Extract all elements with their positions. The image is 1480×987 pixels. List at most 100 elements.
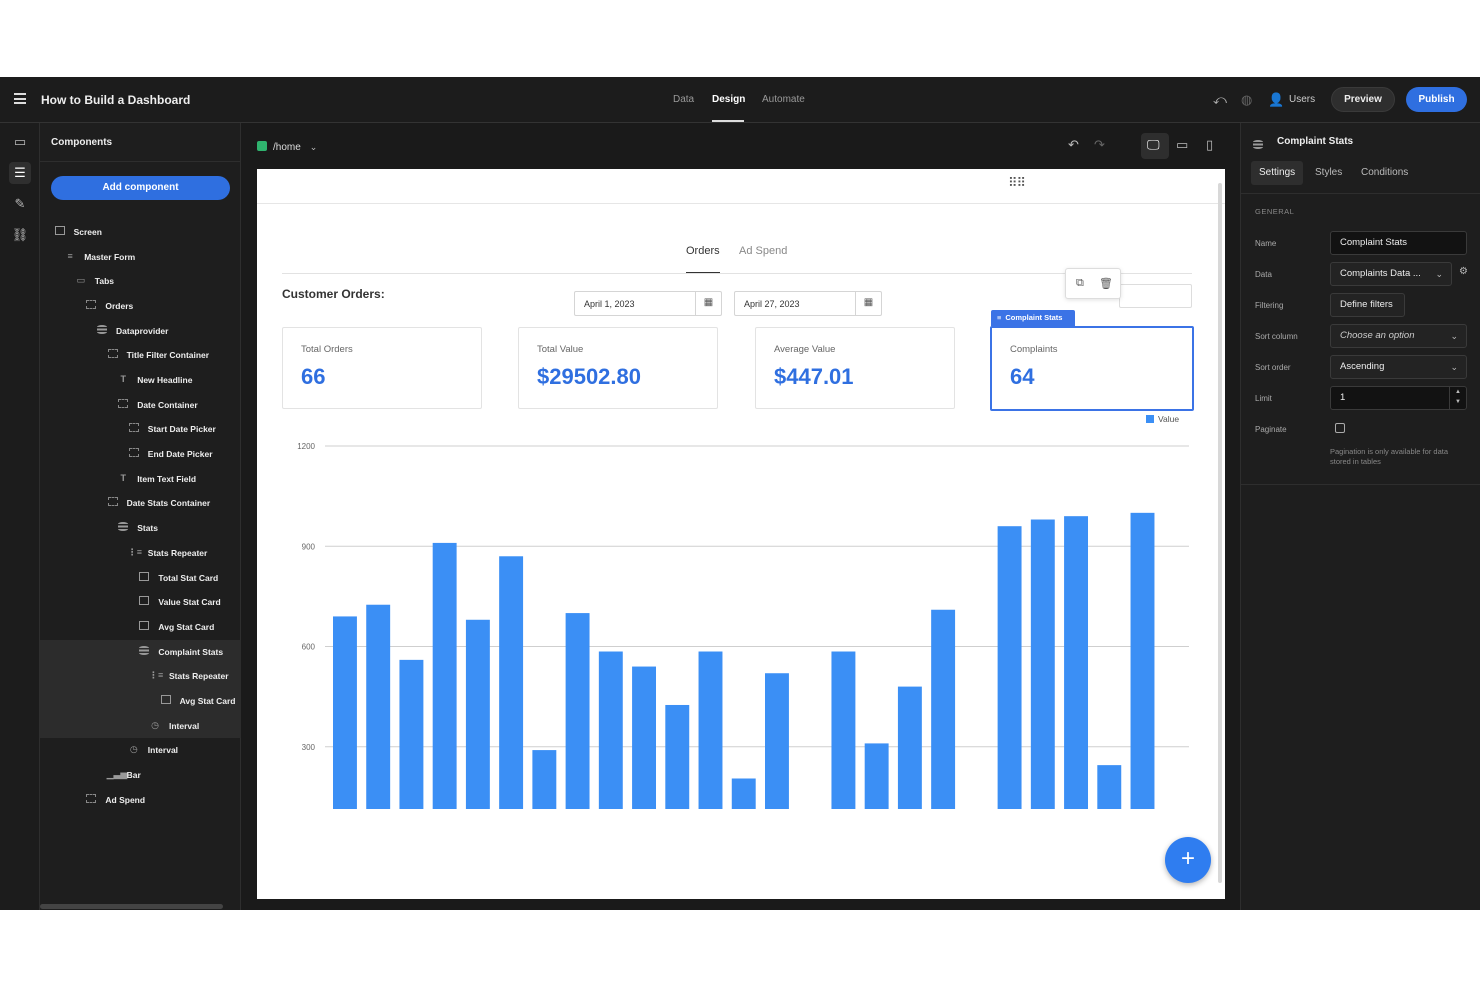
- pagination-note: Pagination is only available for data st…: [1330, 447, 1448, 466]
- panel-divider: [40, 161, 241, 162]
- tablet-icon[interactable]: ▭: [1176, 137, 1189, 152]
- stat-label: Average Value: [774, 344, 836, 355]
- tree-item[interactable]: T Item Text Field: [40, 467, 241, 492]
- start-date-picker[interactable]: April 1, 2023 ▦: [574, 291, 722, 316]
- avg-stat-card[interactable]: Average Value $447.01: [755, 327, 955, 409]
- tree-item[interactable]: Avg Stat Card: [40, 688, 241, 714]
- tree-item[interactable]: ◷ Interval: [40, 738, 241, 763]
- users-icon[interactable]: 👤: [1268, 92, 1285, 107]
- text-field[interactable]: [1119, 284, 1192, 308]
- stepper-icon[interactable]: ▲ ▼: [1449, 387, 1466, 409]
- tree-item[interactable]: End Date Picker: [40, 442, 241, 467]
- page-header-divider: [257, 203, 1225, 204]
- bar: [465, 619, 490, 809]
- data-select[interactable]: Complaints Data ... ⌄: [1330, 262, 1452, 286]
- bar-chart-icon: ▁▃▅: [106, 768, 128, 779]
- limit-label: Limit: [1255, 394, 1272, 403]
- add-component-button[interactable]: Add component: [51, 176, 230, 200]
- tab-orders[interactable]: Orders: [686, 245, 720, 257]
- repeater-icon: ⋮≡: [127, 546, 143, 557]
- icon-rail: ▭ ☰ ✎ ⛓: [0, 123, 40, 910]
- bar: [698, 651, 723, 809]
- calendar-icon[interactable]: ▦: [695, 292, 721, 315]
- tree-item[interactable]: Ad Spend: [40, 788, 241, 813]
- tree-item-label: Date Container: [137, 399, 198, 410]
- sort-order-select[interactable]: Ascending ⌄: [1330, 355, 1467, 379]
- globe-icon[interactable]: ◍: [1241, 92, 1253, 107]
- theme-brush-icon[interactable]: ✎: [14, 196, 26, 211]
- tree-item[interactable]: ≡ Master Form: [40, 245, 241, 270]
- tab-ad-spend[interactable]: Ad Spend: [739, 245, 788, 257]
- tree-item[interactable]: ▭ Tabs: [40, 269, 241, 294]
- tree-item[interactable]: Value Stat Card: [40, 590, 241, 615]
- components-list-icon[interactable]: ☰: [9, 162, 31, 184]
- end-date-picker[interactable]: April 27, 2023 ▦: [734, 291, 882, 316]
- calendar-icon[interactable]: ▦: [855, 292, 881, 315]
- gear-icon[interactable]: ⚙: [1459, 266, 1468, 277]
- selected-component-name: Complaint Stats: [1005, 313, 1063, 322]
- bar: [399, 659, 424, 809]
- users-label[interactable]: Users: [1289, 94, 1316, 105]
- limit-input[interactable]: 1 ▲ ▼: [1330, 386, 1467, 410]
- bar: [931, 609, 956, 809]
- tree-item[interactable]: Date Stats Container: [40, 491, 241, 516]
- bar: [499, 556, 524, 809]
- drag-handle-icon[interactable]: ⠿⠿: [1008, 175, 1026, 190]
- complaint-stats-card[interactable]: Complaints 64: [990, 326, 1194, 411]
- tree-item[interactable]: Avg Stat Card: [40, 615, 241, 640]
- bar: [1130, 512, 1155, 809]
- tab-styles[interactable]: Styles: [1315, 167, 1343, 178]
- tree-item[interactable]: Orders: [40, 294, 241, 319]
- tree-item[interactable]: Dataprovider: [40, 319, 241, 344]
- publish-button[interactable]: Publish: [1406, 87, 1467, 112]
- define-filters-button[interactable]: Define filters: [1330, 293, 1405, 317]
- desktop-view-toggle[interactable]: [1141, 133, 1169, 159]
- tree-item[interactable]: Screen: [40, 220, 241, 245]
- route-selector[interactable]: /home ⌄: [257, 141, 317, 153]
- components-scrollbar[interactable]: [40, 904, 223, 909]
- stat-label: Complaints: [1010, 344, 1058, 355]
- duplicate-icon[interactable]: ⧉: [1076, 277, 1084, 289]
- container-icon: [107, 349, 119, 359]
- tab-settings[interactable]: Settings: [1251, 161, 1304, 185]
- mobile-icon[interactable]: ▯: [1206, 137, 1214, 152]
- tree-item-label: Value Stat Card: [158, 597, 221, 608]
- tree-item[interactable]: Start Date Picker: [40, 417, 241, 442]
- tree-item[interactable]: Date Container: [40, 393, 241, 418]
- tree-item[interactable]: ⋮≡ Stats Repeater: [40, 664, 241, 689]
- page-scrollbar[interactable]: [1218, 183, 1222, 883]
- sort-order-value: Ascending: [1340, 361, 1385, 372]
- total-stat-card[interactable]: Total Orders 66: [282, 327, 482, 409]
- preview-button[interactable]: Preview: [1331, 87, 1395, 112]
- tree-item[interactable]: ⋮≡ Stats Repeater: [40, 541, 241, 566]
- menu-icon[interactable]: [14, 93, 26, 104]
- tree-item[interactable]: Title Filter Container: [40, 343, 241, 368]
- tree-item[interactable]: T New Headline: [40, 368, 241, 393]
- delete-icon[interactable]: 🗑: [1099, 278, 1113, 290]
- data-label: Data: [1255, 270, 1272, 279]
- undo-history-icon[interactable]: ⤺: [1213, 92, 1227, 107]
- tab-design[interactable]: Design: [712, 94, 746, 105]
- tree-item[interactable]: Stats: [40, 516, 241, 541]
- value-stat-card[interactable]: Total Value $29502.80: [518, 327, 718, 409]
- redo-icon[interactable]: ↷: [1094, 137, 1105, 152]
- tree-item[interactable]: Complaint Stats: [40, 639, 241, 665]
- desktop-icon[interactable]: 🖵: [1147, 137, 1160, 152]
- tab-automate[interactable]: Automate: [762, 94, 805, 105]
- sort-column-select[interactable]: Choose an option ⌄: [1330, 324, 1467, 348]
- tab-conditions[interactable]: Conditions: [1361, 167, 1409, 178]
- screens-icon[interactable]: ▭: [13, 134, 27, 149]
- container-icon: [107, 497, 119, 507]
- tree-item[interactable]: ◷ Interval: [40, 713, 241, 739]
- undo-icon[interactable]: ↶: [1068, 137, 1079, 152]
- paginate-checkbox[interactable]: [1335, 423, 1345, 433]
- add-fab-button[interactable]: +: [1165, 837, 1211, 883]
- database-icon: [117, 522, 129, 532]
- tab-data[interactable]: Data: [673, 94, 695, 105]
- tree-item[interactable]: Total Stat Card: [40, 566, 241, 591]
- general-section-heading: GENERAL: [1255, 207, 1295, 216]
- name-input[interactable]: Complaint Stats: [1330, 231, 1467, 255]
- tree-item-label: New Headline: [137, 375, 193, 386]
- tree-item[interactable]: ▁▃▅ Bar: [40, 763, 241, 788]
- link-icon[interactable]: ⛓: [11, 227, 29, 242]
